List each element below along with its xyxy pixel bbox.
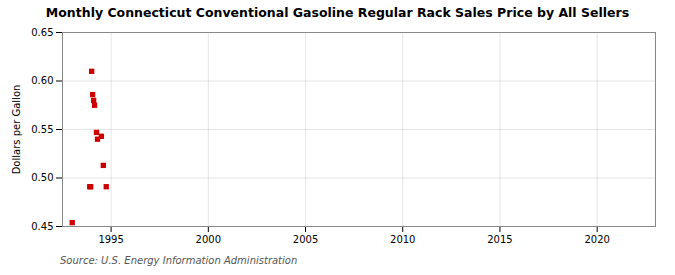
svg-text:1995: 1995 (98, 234, 123, 245)
svg-text:2020: 2020 (584, 234, 609, 245)
svg-text:2000: 2000 (196, 234, 221, 245)
html-text:Monthly Connecticut Convention: Monthly Connecticut Conventional Gasolin… (45, 5, 630, 20)
svg-text:0.65: 0.65 (31, 27, 53, 38)
svg-text:2005: 2005 (293, 234, 318, 245)
svg-text:0.50: 0.50 (31, 172, 53, 183)
html-text:Source: U.S. Energy Informatio: Source: U.S. Energy Information Administ… (60, 255, 298, 266)
svg-text:0.45: 0.45 (31, 221, 53, 232)
svg-text:Dollars per Gallon: Dollars per Gallon (11, 85, 22, 175)
svg-text:0.55: 0.55 (31, 124, 53, 135)
svg-text:2015: 2015 (487, 234, 512, 245)
svg-text:0.60: 0.60 (31, 75, 53, 86)
svg-text:2010: 2010 (390, 234, 415, 245)
